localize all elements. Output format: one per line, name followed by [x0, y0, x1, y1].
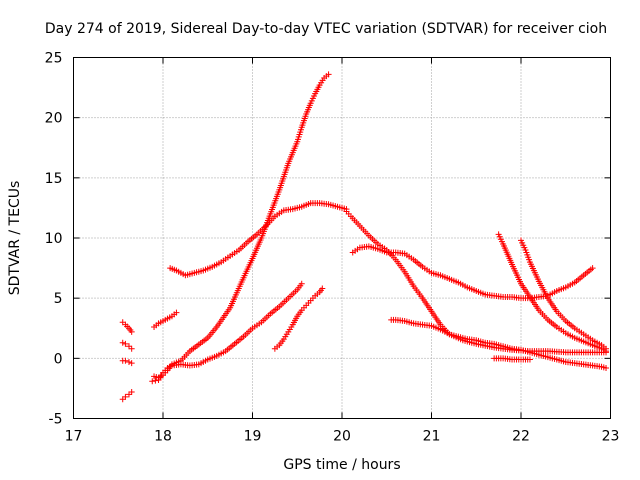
series-arc-2: [119, 339, 135, 352]
data-point: [125, 358, 132, 365]
series-arc-15: [491, 355, 533, 363]
data-point: [603, 364, 610, 371]
data-point: [128, 389, 135, 396]
series-arc-3: [119, 357, 135, 367]
data-point: [589, 265, 596, 272]
x-tick-label: 21: [423, 429, 441, 445]
data-point: [603, 345, 610, 352]
series-arc-1: [119, 319, 135, 335]
data-point: [526, 356, 533, 363]
series-arc-4: [119, 389, 135, 403]
series-arc-11: [349, 243, 596, 302]
series-arc-7: [149, 280, 305, 385]
x-tick-label: 17: [65, 429, 83, 445]
x-tick-label: 18: [154, 429, 172, 445]
x-axis-label: GPS time / hours: [283, 457, 400, 473]
x-tick-label: 23: [602, 429, 620, 445]
data-point: [325, 71, 332, 78]
x-tick-label: 22: [512, 429, 530, 445]
data-point: [128, 360, 135, 367]
axis-ticks: 17 18 19 20 21 22 23 -5 0 5 10 15 20 25: [45, 51, 620, 445]
y-tick-label: 10: [45, 231, 63, 247]
series-arc-5: [151, 309, 180, 331]
data-point: [122, 340, 129, 347]
grid: [73, 57, 611, 419]
data-point: [319, 285, 326, 292]
data-point: [298, 280, 305, 287]
data-point: [173, 309, 180, 316]
y-tick-label: 5: [54, 291, 63, 307]
data-point: [122, 393, 129, 400]
series-arc-12: [388, 316, 610, 371]
y-axis-label: SDTVAR / TECUs: [7, 181, 23, 296]
series-arc-9: [271, 285, 326, 352]
x-tick-label: 20: [333, 429, 351, 445]
series-arc-13: [495, 231, 610, 355]
y-tick-label: 15: [45, 171, 63, 187]
chart-title: Day 274 of 2019, Sidereal Day-to-day VTE…: [45, 21, 607, 37]
series-arc-8: [167, 200, 350, 279]
data-point: [152, 377, 159, 384]
y-tick-label: 20: [45, 111, 63, 127]
data-point: [128, 328, 135, 335]
series-arc-10: [343, 208, 610, 356]
data-points: [119, 71, 610, 403]
series-arc-6: [151, 71, 332, 381]
series-arc-14: [518, 237, 610, 352]
x-tick-label: 19: [244, 429, 262, 445]
y-tick-label: 0: [54, 351, 63, 367]
data-point: [128, 345, 135, 352]
data-point: [149, 378, 156, 385]
data-point: [122, 357, 129, 364]
plot-frame: [73, 57, 611, 419]
data-point: [119, 339, 126, 346]
y-tick-label: 25: [45, 51, 63, 67]
y-tick-label: -5: [49, 412, 63, 428]
